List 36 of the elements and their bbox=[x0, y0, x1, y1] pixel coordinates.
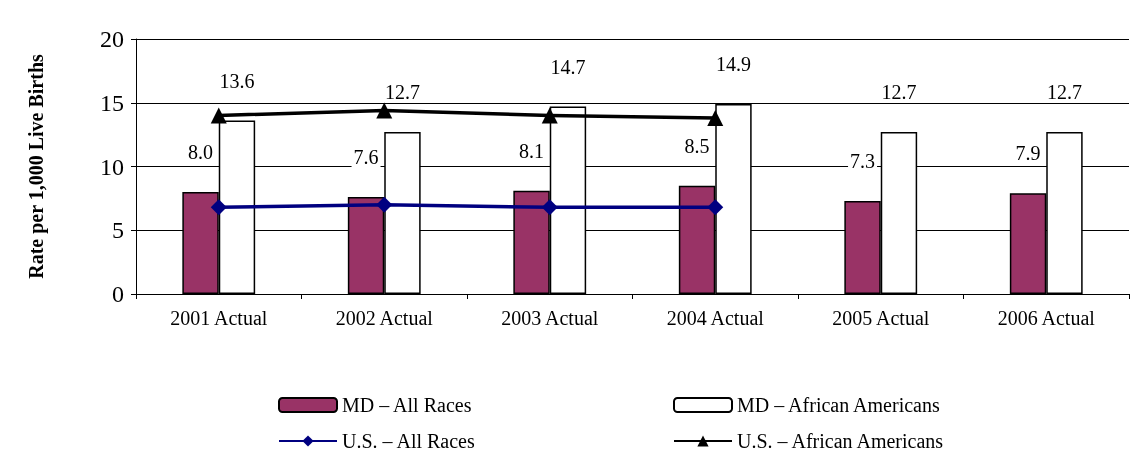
y-tick-label: 5 bbox=[112, 217, 124, 244]
point bbox=[541, 107, 558, 124]
y-tick-label: 20 bbox=[100, 26, 124, 52]
x-tick-label: 2005 Actual bbox=[832, 307, 930, 329]
point bbox=[707, 110, 724, 127]
point bbox=[707, 199, 724, 216]
point bbox=[210, 199, 227, 216]
data-label: 14.7 bbox=[550, 55, 586, 78]
data-label: 13.6 bbox=[219, 69, 255, 92]
data-label: 8.0 bbox=[188, 141, 214, 163]
data-label: 8.1 bbox=[519, 139, 545, 162]
y-tick-label: 10 bbox=[100, 153, 124, 180]
data-label: 12.7 bbox=[384, 81, 420, 104]
legend-label: MD – African Americans bbox=[737, 394, 940, 416]
point bbox=[210, 107, 227, 124]
y-tick-label: 0 bbox=[112, 281, 124, 307]
y-axis-title: Rate per 1,000 Live Births bbox=[25, 53, 48, 279]
data-label: 7.6 bbox=[353, 146, 379, 169]
point bbox=[541, 199, 558, 216]
data-label: 7.3 bbox=[850, 149, 876, 172]
x-tick-label: 2006 Actual bbox=[997, 307, 1096, 329]
data-label: 7.9 bbox=[1015, 142, 1041, 165]
x-tick-label: 2004 Actual bbox=[666, 307, 765, 329]
x-tick-label: 2001 Actual bbox=[170, 307, 268, 329]
point bbox=[376, 196, 393, 213]
data-label: 14.9 bbox=[715, 53, 751, 76]
data-label: 12.7 bbox=[1046, 81, 1082, 104]
legend-label: U.S. – African Americans bbox=[737, 430, 944, 452]
legend-label: MD – All Races bbox=[342, 394, 472, 416]
data-label: 12.7 bbox=[881, 81, 917, 104]
data-label: 8.5 bbox=[684, 134, 710, 157]
x-tick-label: 2002 Actual bbox=[335, 307, 434, 329]
point bbox=[376, 102, 393, 119]
x-tick-label: 2003 Actual bbox=[501, 307, 599, 329]
y-tick-label: 15 bbox=[100, 89, 124, 116]
legend-label: U.S. – All Races bbox=[342, 430, 475, 452]
